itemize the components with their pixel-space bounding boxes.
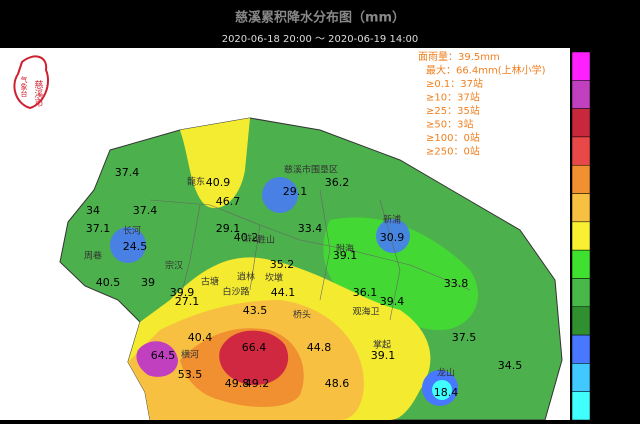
stat-line: ≥250：0站 — [426, 145, 480, 158]
legend-swatch — [571, 164, 591, 194]
station-value: 24.5 — [123, 240, 148, 253]
station-value: 33.8 — [444, 277, 469, 290]
place-name: 周巷 — [84, 251, 102, 262]
legend-swatch — [571, 391, 591, 421]
rain-zone — [110, 227, 146, 263]
stats: 面雨量：39.5mm最大：66.4mm(上林小学)≥0.1：37站≥10：37站… — [418, 51, 546, 158]
subtitle: 2020-06-18 20:00 ～ 2020-06-19 14:00 — [222, 34, 419, 45]
station-value: 35.2 — [270, 258, 295, 271]
place-name: 胜山 — [257, 235, 275, 246]
legend-swatch — [571, 363, 591, 392]
legend-swatch — [571, 136, 591, 166]
station-value: 39.4 — [380, 295, 405, 308]
legend-swatch — [571, 306, 591, 336]
station-value: 43.5 — [243, 304, 268, 317]
station-value: 40.5 — [96, 276, 121, 289]
station-value: 66.4 — [242, 341, 267, 354]
station-value: 34 — [86, 204, 100, 217]
place-name: 横河 — [181, 349, 199, 361]
station-value: 44.1 — [271, 286, 296, 299]
legend-swatch — [571, 193, 591, 223]
place-name: 坎墩 — [265, 272, 283, 284]
stat-line: ≥0.1：37站 — [426, 77, 483, 90]
station-value: 40.4 — [188, 331, 213, 344]
station-value: 36.1 — [353, 286, 378, 299]
station-value: 34.5 — [498, 359, 523, 372]
boundary-lines — [149, 189, 471, 321]
station-value: 39.9 — [170, 286, 195, 299]
place-name: 宗汉 — [165, 260, 183, 272]
map — [59, 117, 563, 421]
place-name: 掌起 — [373, 340, 391, 351]
station-value: 18.4 — [434, 386, 459, 399]
station-value: 33.4 — [298, 222, 323, 235]
station-value: 64.5 — [151, 349, 176, 362]
place-name: 龍东 — [187, 176, 205, 188]
title: 慈溪累积降水分布图（mm） — [235, 10, 405, 26]
legend-swatch — [571, 249, 591, 279]
place-name: 白沙路 — [222, 286, 249, 298]
logo-text: 气象台 — [20, 75, 28, 98]
station-value: 39.1 — [333, 249, 358, 262]
legend-swatch — [571, 51, 591, 81]
station-value: 29.1 — [216, 222, 241, 235]
station-value: 44.8 — [307, 341, 332, 354]
stat-line: ≥25：35站 — [426, 104, 480, 117]
station-value: 27.1 — [175, 295, 200, 308]
place-name: 龙山 — [437, 367, 455, 379]
stat-line: 面雨量：39.5mm — [418, 51, 500, 63]
station-value: 48.6 — [325, 377, 350, 390]
station-value: 39.1 — [371, 349, 396, 362]
stat-line: 最大：66.4mm(上林小学) — [426, 64, 546, 77]
logo: 慈溪市 气象台 — [13, 55, 49, 110]
rain-zone — [432, 380, 452, 400]
station-value: 46.7 — [216, 195, 241, 208]
place-name: 逍林 — [237, 271, 255, 283]
station-value: 49.2 — [245, 377, 270, 390]
station-value: 37.4 — [115, 166, 140, 179]
legend-swatch — [571, 334, 591, 364]
station-value: 29.1 — [283, 185, 308, 198]
legend — [571, 51, 591, 421]
stat-line: ≥50：3站 — [426, 118, 473, 131]
station-value: 36.2 — [325, 176, 350, 189]
place-name: 古塘 — [201, 276, 219, 288]
place-name: 慈溪市围垦区 — [284, 164, 338, 176]
place-name: 长河 — [123, 225, 141, 237]
legend-swatch — [571, 80, 591, 109]
station-value: 49.8 — [225, 377, 250, 390]
header-band — [0, 0, 640, 48]
station-value: 37.1 — [86, 222, 111, 235]
logo-seal — [13, 55, 49, 110]
legend-swatch — [571, 108, 591, 138]
stat-line: ≥10：37站 — [426, 91, 480, 104]
station-value: 30.9 — [380, 231, 405, 244]
place-name: 附海 — [336, 243, 354, 255]
place-name: 桥头 — [293, 309, 311, 321]
rain-zone — [136, 341, 178, 377]
station-value: 37.4 — [133, 204, 158, 217]
rain-zone — [180, 118, 250, 209]
station-value: 53.5 — [178, 368, 203, 381]
station-value: 40.2 — [234, 231, 259, 244]
rain-zone — [376, 219, 410, 253]
rain-zone — [219, 330, 289, 385]
place-name: 观海卫 — [352, 306, 379, 318]
station-value: 37.5 — [452, 331, 477, 344]
place-name: 浒山 — [243, 233, 261, 245]
rain-zone — [323, 217, 479, 330]
station-value: 40.9 — [206, 176, 231, 189]
logo-text: 慈溪市 — [33, 79, 44, 108]
place-name: 新浦 — [383, 214, 401, 226]
legend-swatch — [571, 221, 591, 251]
stat-line: ≥100：0站 — [426, 131, 480, 144]
stations: 37.440.929.136.246.734 37.437.1 29.140.233… — [86, 166, 523, 399]
legend-swatch — [571, 278, 591, 308]
station-value: 39 — [141, 276, 155, 289]
rain-zone — [262, 177, 298, 213]
